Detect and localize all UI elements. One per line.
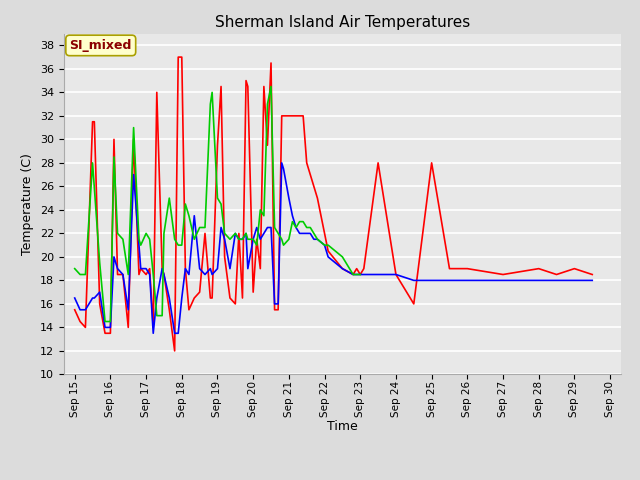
Sonic T xyxy=(226,236,234,242)
Sonic T xyxy=(349,272,357,277)
Panel T xyxy=(96,301,104,307)
Panel T xyxy=(191,295,198,301)
Sonic T xyxy=(201,225,209,230)
Air T xyxy=(307,230,314,236)
Panel T xyxy=(307,172,314,178)
Y-axis label: Temperature (C): Temperature (C) xyxy=(22,153,35,255)
Text: SI_mixed: SI_mixed xyxy=(70,39,132,52)
Line: Panel T: Panel T xyxy=(75,57,592,351)
Air T xyxy=(244,266,252,272)
Air T xyxy=(221,236,228,242)
Sonic T xyxy=(267,84,275,89)
Sonic T xyxy=(71,266,79,272)
Sonic T xyxy=(310,230,317,236)
Air T xyxy=(135,242,143,248)
Title: Sherman Island Air Temperatures: Sherman Island Air Temperatures xyxy=(215,15,470,30)
Sonic T xyxy=(166,195,173,201)
X-axis label: Time: Time xyxy=(327,420,358,432)
Sonic T xyxy=(356,272,364,277)
Air T xyxy=(278,160,285,166)
Air T xyxy=(149,330,157,336)
Air T xyxy=(588,277,596,283)
Line: Sonic T: Sonic T xyxy=(75,86,360,322)
Panel T xyxy=(71,307,79,312)
Panel T xyxy=(250,289,257,295)
Panel T xyxy=(174,54,182,60)
Sonic T xyxy=(101,319,109,324)
Line: Air T: Air T xyxy=(75,163,592,333)
Air T xyxy=(96,289,104,295)
Sonic T xyxy=(149,272,157,277)
Panel T xyxy=(588,272,596,277)
Air T xyxy=(185,272,193,277)
Panel T xyxy=(226,295,234,301)
Panel T xyxy=(171,348,179,354)
Panel T xyxy=(135,272,143,277)
Air T xyxy=(71,295,79,301)
